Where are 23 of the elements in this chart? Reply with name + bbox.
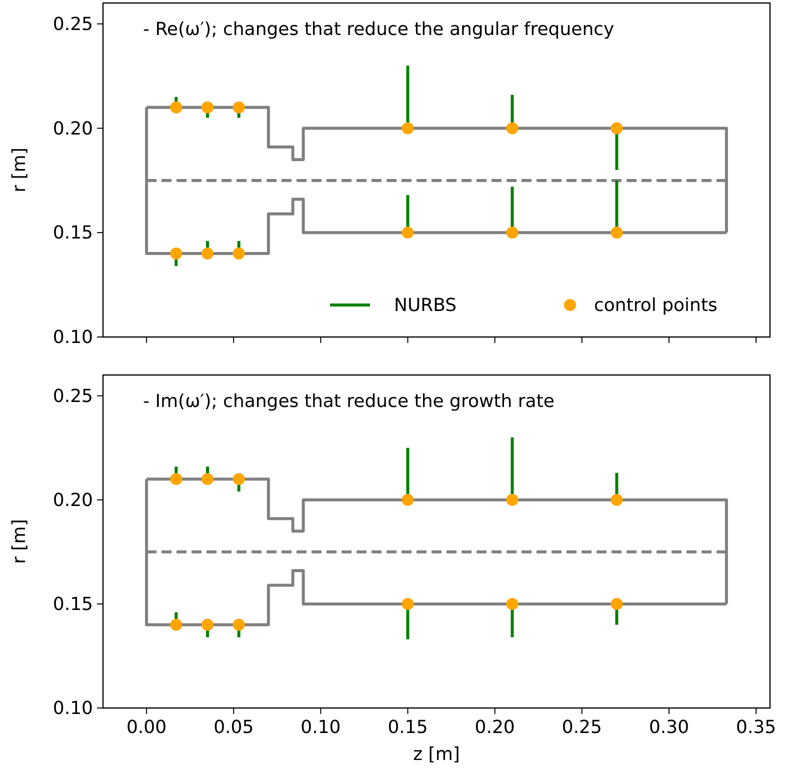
y-tick-label: 0.15 [52, 222, 93, 244]
y-axis-title: r [m] [9, 148, 30, 192]
x-tick-label: 0.05 [214, 717, 254, 738]
y-axis-title: r [m] [9, 519, 30, 564]
annotation: - Re(ω′); changes that reduce the angular frequency [143, 19, 615, 40]
x-tick-label: 0.15 [388, 717, 428, 738]
y-tick-label: 0.15 [52, 594, 93, 615]
y-tick-label: 0.10 [52, 698, 93, 719]
legend-label: NURBS [394, 295, 457, 316]
x-tick-label: 0.30 [648, 717, 690, 738]
y-tick-label: 0.10 [52, 327, 93, 348]
x-tick-label: 0.10 [300, 717, 341, 738]
x-tick-label: 0.00 [126, 717, 167, 738]
y-tick-label: 0.25 [52, 386, 93, 407]
x-tick-label: 0.20 [474, 717, 515, 738]
y-tick-label: 0.20 [52, 490, 93, 511]
annotation: - Im(ω′); changes that reduce the growth rate [143, 391, 554, 412]
y-tick-label: 0.20 [52, 118, 93, 140]
legend-label: control points [594, 295, 718, 316]
x-tick-label: 0.25 [562, 717, 602, 738]
y-tick-label: 0.25 [52, 14, 93, 35]
x-axis-title: z [m] [413, 744, 460, 765]
x-tick-label: 0.35 [736, 717, 776, 738]
